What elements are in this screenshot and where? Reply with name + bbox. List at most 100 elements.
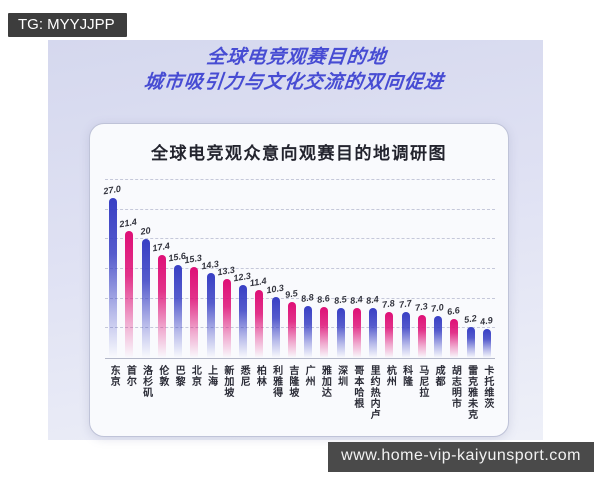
category-label-cell: 广州	[300, 365, 316, 420]
category-label-cell: 洛杉矶	[138, 365, 154, 420]
bar	[369, 308, 378, 358]
category-label-cell: 首尔	[121, 365, 137, 420]
category-label: 科隆	[400, 365, 412, 387]
bar-value-label: 9.5	[284, 287, 299, 300]
bar	[174, 265, 183, 358]
category-label: 吉隆坡	[286, 365, 298, 398]
main-title-line2: 城市吸引力与文化交流的双向促进	[142, 72, 446, 93]
bar	[401, 312, 410, 358]
category-label: 雅加达	[319, 365, 331, 398]
category-label: 哥本哈根	[351, 365, 363, 409]
bar-group: 8.6	[316, 181, 332, 358]
category-label: 马尼拉	[416, 365, 428, 398]
bar	[336, 307, 345, 358]
bar	[157, 254, 166, 358]
category-label: 巴黎	[173, 365, 185, 387]
main-title: 全球电竞观赛目的地 城市吸引力与文化交流的双向促进	[45, 40, 546, 95]
gridline	[105, 327, 495, 329]
category-label: 杭州	[384, 365, 396, 387]
bar-value-label: 7.7	[398, 298, 412, 311]
category-label: 柏林	[254, 365, 266, 387]
x-axis-labels: 东京 首尔 洛杉矶 伦敦 巴黎 北京 上海 新加坡 悉尼 柏林 利雅得 吉隆坡 广州 雅加达 深圳 哥本哈根里…	[105, 365, 495, 420]
category-label-cell: 雷克雅未克	[463, 365, 479, 420]
main-title-line1: 全球电竞观赛目的地	[205, 47, 388, 68]
bar-group: 21.4	[119, 181, 138, 358]
bar-value-label: 6.6	[446, 304, 461, 317]
category-label-cell: 吉隆坡	[284, 365, 300, 420]
bar-value-label: 8.6	[316, 293, 331, 305]
category-label-cell: 深圳	[333, 365, 349, 420]
bar-value-label: 27.0	[102, 183, 122, 197]
category-label-cell: 上海	[203, 365, 219, 420]
category-label-cell: 成都	[430, 365, 446, 420]
bar-value-label: 7.3	[414, 300, 429, 313]
bar-value-label: 8.5	[333, 293, 347, 306]
gridline	[105, 268, 495, 269]
bar	[255, 290, 264, 358]
bar-group: 6.6	[446, 181, 462, 358]
category-label-cell: 哥本哈根	[349, 365, 365, 420]
category-label-cell: 伦敦	[154, 365, 170, 420]
bar	[287, 301, 296, 358]
bar-value-label: 21.4	[119, 216, 138, 230]
gridline	[105, 179, 495, 180]
bar-value-label: 7.8	[381, 297, 396, 310]
category-label-cell: 里约热内卢	[365, 365, 381, 420]
bar-group: 20	[138, 181, 154, 358]
bar-group: 7.0	[430, 181, 446, 358]
gridline	[105, 238, 495, 240]
bar	[352, 308, 361, 358]
category-label: 北京	[189, 365, 201, 387]
bar-value-label: 8.4	[365, 294, 380, 307]
category-label-cell: 马尼拉	[414, 365, 430, 420]
category-label: 雷克雅未克	[465, 365, 477, 420]
category-label-cell: 科隆	[398, 365, 414, 420]
category-label: 卡托维茨	[481, 365, 493, 409]
bar-group: 7.3	[414, 181, 430, 358]
category-label-cell: 悉尼	[235, 365, 251, 420]
bar-group: 27.0	[102, 181, 122, 358]
bar-value-label: 5.2	[463, 313, 477, 326]
chart-card: 全球电竞观众意向观赛目的地调研图 27.0 21.4 20 17.4 15.6 15.3 1…	[89, 123, 509, 437]
bar-group: 5.2	[463, 181, 479, 358]
bar	[141, 239, 150, 358]
category-label: 洛杉矶	[140, 365, 152, 398]
bar-group: 7.8	[381, 181, 397, 358]
category-label-cell: 卡托维茨	[479, 365, 495, 420]
gridline	[105, 297, 495, 299]
category-label-cell: 巴黎	[170, 365, 186, 420]
bar-group: 8.8	[300, 181, 316, 358]
bar-group: 10.3	[265, 181, 284, 358]
bar-group: 7.7	[398, 181, 414, 358]
category-label-cell: 东京	[105, 365, 121, 420]
category-label-cell: 雅加达	[316, 365, 332, 420]
bar	[417, 314, 426, 358]
category-label: 悉尼	[238, 365, 250, 387]
bar-group: 9.5	[284, 181, 300, 358]
category-label-cell: 柏林	[251, 365, 267, 420]
bar-value-label: 7.0	[430, 302, 445, 315]
bar	[385, 311, 394, 358]
bar	[271, 296, 280, 358]
bar	[239, 285, 248, 358]
bar	[125, 231, 134, 358]
bar-group: 14.3	[200, 181, 219, 358]
bar-group: 17.4	[152, 181, 170, 358]
chart-plot: 27.0 21.4 20 17.4 15.6 15.3 14.3 13.3 12.3 11.4 10…	[102, 179, 495, 359]
bar	[320, 306, 329, 358]
category-label-cell: 新加坡	[219, 365, 235, 420]
bar	[222, 279, 231, 358]
bar-value-label: 4.9	[479, 315, 494, 327]
bar	[450, 318, 459, 358]
category-label: 新加坡	[221, 365, 233, 398]
bar-value-label: 20	[139, 225, 151, 238]
category-label: 伦敦	[156, 365, 168, 387]
bar	[206, 273, 215, 358]
bar-group: 8.4	[349, 181, 365, 358]
category-label-cell: 北京	[186, 365, 202, 420]
category-label: 胡志明市	[449, 365, 461, 409]
bar	[466, 327, 475, 358]
bar-group: 8.5	[333, 181, 349, 358]
bar-group: 15.6	[168, 181, 187, 358]
bar	[482, 328, 491, 358]
